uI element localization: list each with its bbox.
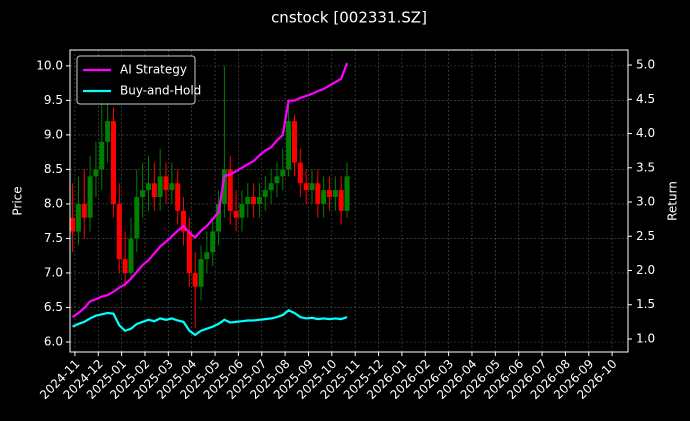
return-line [71,62,349,318]
candle-body [134,197,140,239]
candle-body [309,183,315,191]
y-tick-label: 9.5 [44,93,63,107]
y-tick-label: 7.0 [44,265,63,279]
candle-body [245,197,251,204]
candle-body [216,203,222,232]
candle-body [198,259,204,287]
candle-body [157,176,163,198]
candle-body [332,190,338,198]
candle-body [338,190,344,211]
candle-body [268,183,274,191]
y2-tick-label: 2.5 [636,229,655,243]
candle-body [81,203,87,218]
legend-label: AI Strategy [120,63,187,77]
candle-body [280,169,286,177]
candle-body [145,183,151,191]
y2-tick-label: 1.0 [636,331,655,345]
legend: AI Strategy Buy-and-Hold [76,55,201,105]
candle-body [116,203,122,260]
candle-body [75,203,81,232]
candle-body [99,141,105,170]
chart-title: cnstock [002331.SZ] [271,9,427,27]
y-tick-label: 8.0 [44,196,63,210]
candle-body [175,183,181,211]
candle-body [93,169,99,177]
legend-label: Buy-and-Hold [120,84,201,98]
plot-frame [69,49,629,353]
y2-axis-label: Return [666,181,680,221]
candle-body [262,190,268,198]
candle-body [128,238,134,273]
candle-body [274,176,280,184]
y-tick-label: 6.0 [44,334,63,348]
candle-body [151,183,157,198]
candle-body [204,252,210,260]
y-axis-label: Price [11,186,25,215]
candle-body [344,176,350,211]
candle-body [169,183,175,191]
y-tick-label: 8.5 [44,162,63,176]
candle-body [321,190,327,204]
return-line [72,308,348,337]
candle-body [186,231,192,273]
y-tick-label: 9.0 [44,127,63,141]
candle-body [181,210,187,232]
candle-body [70,217,76,232]
candle-body [315,183,321,204]
candle-body [221,169,227,204]
candle-body [297,162,303,184]
y2-tick-label: 3.0 [636,195,655,209]
candle-body [192,272,198,287]
candle-body [122,259,128,273]
y-tick-label: 6.5 [44,300,63,314]
candle-body [105,121,111,142]
candle-body [239,203,245,218]
candle-body [87,176,93,218]
y2-tick-label: 3.5 [636,160,655,174]
y-tick-label: 10.0 [36,58,63,72]
candle-body [233,210,239,218]
y2-tick-label: 5.0 [636,58,655,72]
y2-tick-label: 4.0 [636,126,655,140]
candle-body [210,231,216,253]
y2-tick-label: 1.5 [636,297,655,311]
candle-body [251,197,257,204]
candle-body [110,121,116,204]
candle-body [227,169,233,211]
candle-body [326,190,332,198]
candle-body [303,183,309,191]
candle-body [256,197,262,204]
y2-tick-label: 4.5 [636,92,655,106]
candle-body [286,121,292,170]
candle-body [140,190,146,198]
y-tick-label: 7.5 [44,231,63,245]
candle-body [291,121,297,163]
y2-tick-label: 2.0 [636,263,655,277]
candle-body [163,176,169,191]
